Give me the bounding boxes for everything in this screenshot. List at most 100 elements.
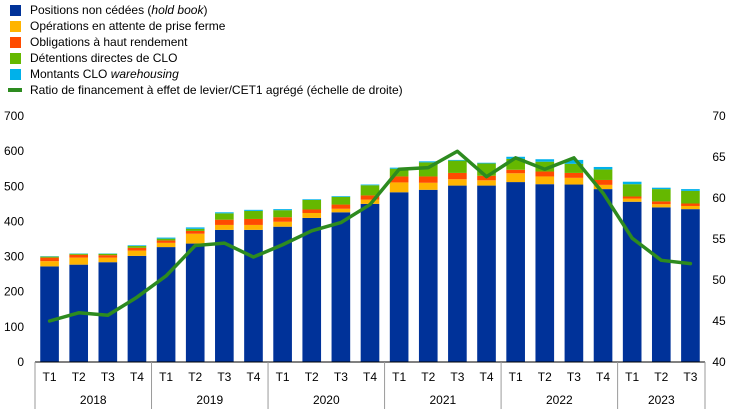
bar-hy-12	[389, 176, 409, 183]
quarter-tick-label: T4	[596, 370, 610, 384]
bar-hold-14	[448, 185, 467, 362]
bar-pending-22	[681, 205, 700, 210]
bar-clo_wh-21	[651, 187, 671, 190]
bar-pending-18	[564, 177, 584, 185]
bar-clo_wh-19	[593, 166, 613, 170]
legend-label-hold: Positions non cédées (hold book)	[30, 3, 208, 17]
quarter-tick-label: T1	[43, 370, 57, 384]
bar-pending-2	[98, 257, 118, 263]
bar-hold-12	[389, 192, 409, 362]
bar-pending-14	[448, 179, 467, 186]
bar-group	[40, 156, 700, 362]
ratio-line-layer	[47, 149, 693, 323]
right-tick-label: 50	[712, 273, 726, 287]
bar-hold-9	[302, 217, 322, 362]
axes: 0 100 200 300 400 500 600 700 40 45 50 55 60 65 70 T1 T2…	[4, 109, 726, 409]
left-tick-label: 0	[17, 355, 24, 369]
bar-hy-2	[98, 255, 118, 258]
bar-clo_direct-4	[156, 238, 176, 241]
bar-clo_wh-22	[681, 189, 700, 191]
right-tick-label: 60	[712, 191, 726, 205]
legend-label-clo_wh: Montants CLO warehousing	[30, 67, 179, 81]
bar-hy-7	[244, 218, 263, 225]
bar-pending-10	[331, 208, 351, 213]
bar-clo_wh-7	[244, 209, 263, 211]
bar-pending-17	[535, 176, 555, 185]
bar-hold-7	[244, 229, 263, 362]
bar-clo_wh-15	[477, 162, 496, 164]
quarter-tick-label: T1	[625, 370, 639, 384]
bar-hold-15	[477, 185, 496, 362]
legend-item-clo_wh: Montants CLO warehousing	[8, 66, 403, 82]
quarter-tick-label: T1	[392, 370, 406, 384]
bar-clo_wh-13	[418, 161, 438, 163]
quarter-tick-label: T1	[276, 370, 290, 384]
bar-pending-16	[506, 173, 525, 183]
right-tick-label: 40	[712, 355, 726, 369]
bar-hy-16	[506, 169, 525, 174]
bar-hold-21	[651, 207, 671, 362]
bar-hy-4	[156, 240, 176, 243]
legend-swatch-ratio	[8, 88, 22, 92]
right-tick-label: 55	[712, 232, 726, 246]
bar-hold-8	[273, 226, 292, 362]
legend-item-ratio: Ratio de financement à effet de levier/C…	[8, 82, 403, 98]
bar-clo_wh-17	[535, 159, 555, 162]
bar-hold-5	[185, 243, 205, 362]
left-tick-label: 100	[4, 320, 24, 334]
bar-clo_direct-20	[622, 184, 642, 197]
legend-swatch-pending	[10, 20, 21, 32]
right-tick-label: 45	[712, 314, 726, 328]
legend-item-pending: Opérations en attente de prise ferme	[8, 18, 403, 34]
year-label: 2018	[80, 393, 107, 407]
quarter-tick-label: T2	[188, 370, 202, 384]
bar-clo_direct-11	[360, 185, 380, 196]
bar-pending-6	[215, 224, 234, 230]
legend-swatch-clo_direct	[10, 52, 21, 64]
bar-hy-10	[331, 204, 351, 209]
bar-hy-6	[215, 219, 234, 225]
bar-clo_direct-0	[40, 256, 59, 258]
quarter-tick-label: T3	[101, 370, 115, 384]
bar-pending-9	[302, 212, 322, 218]
left-tick-label: 500	[4, 179, 24, 193]
bar-clo_direct-12	[389, 168, 409, 177]
bar-clo_direct-19	[593, 169, 613, 180]
bar-hy-14	[448, 172, 467, 180]
bar-hold-10	[331, 212, 351, 362]
bar-pending-5	[185, 233, 205, 244]
bar-clo_direct-8	[273, 210, 292, 218]
left-tick-label: 700	[4, 109, 24, 123]
legend-item-hy: Obligations à haut rendement	[8, 34, 403, 50]
bar-clo_direct-10	[331, 196, 351, 205]
bar-hy-19	[593, 179, 613, 185]
quarter-tick-label: T4	[480, 370, 494, 384]
bar-clo_direct-16	[506, 158, 525, 170]
right-tick-label: 65	[712, 150, 726, 164]
quarter-tick-label: T3	[683, 370, 697, 384]
bar-clo_wh-11	[360, 184, 380, 186]
legend-label-pending: Opérations en attente de prise ferme	[30, 19, 226, 33]
bar-clo_wh-20	[622, 181, 642, 185]
year-label: 2022	[546, 393, 573, 407]
bar-pending-7	[244, 224, 263, 230]
bar-hold-11	[360, 203, 380, 362]
legend-item-clo_direct: Détentions directes de CLO	[8, 50, 403, 66]
chart-legend: Positions non cédées (hold book) Opératio…	[8, 2, 403, 98]
bar-clo_direct-21	[651, 189, 671, 202]
bar-pending-1	[69, 257, 89, 265]
left-tick-label: 600	[4, 144, 24, 158]
bar-clo_wh-6	[215, 212, 234, 214]
bar-pending-20	[622, 198, 642, 202]
bar-hy-22	[681, 203, 700, 206]
bar-hy-17	[535, 171, 555, 177]
bar-pending-19	[593, 184, 613, 190]
bar-hold-2	[98, 262, 118, 362]
quarter-tick-label: T3	[217, 370, 231, 384]
year-label: 2020	[313, 393, 340, 407]
bar-clo_direct-22	[681, 190, 700, 204]
quarter-tick-label: T4	[363, 370, 377, 384]
bar-hy-21	[651, 201, 671, 205]
bar-clo_direct-2	[98, 253, 118, 256]
